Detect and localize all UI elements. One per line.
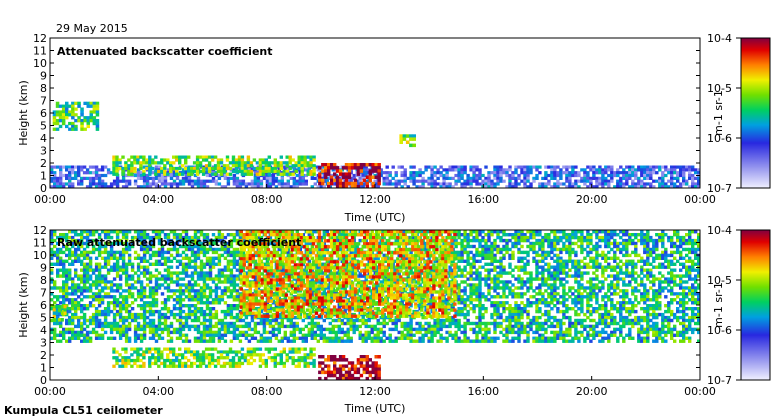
x-tick-label: 00:00 (684, 385, 716, 398)
y-tick-label: 4 (40, 132, 47, 145)
x-tick-label: 16:00 (467, 385, 499, 398)
y-tick-label: 6 (40, 299, 47, 312)
y-tick-label: 0 (40, 182, 47, 195)
panel-2-colorbar-gradient (740, 229, 771, 381)
y-tick-label: 5 (40, 312, 47, 325)
feature-cloud-patch (399, 134, 416, 148)
x-tick-label: 04:00 (142, 193, 174, 206)
feature-elevated-cloud (52, 305, 67, 322)
y-tick-label: 2 (40, 157, 47, 170)
feature-rain (318, 163, 381, 189)
y-tick-label: 9 (40, 70, 47, 83)
feature-rain (318, 355, 381, 381)
panel-1-title: Attenuated backscatter coefficient (57, 45, 273, 58)
panel-2-colorbar-ticks: 10-7 10-6 10-5 10-4 (707, 224, 741, 387)
x-tick-label: 00:00 (684, 193, 716, 206)
panel-2-colorbar-unit: m-1 sr-1 (712, 282, 725, 328)
x-tick-label: 04:00 (142, 385, 174, 398)
x-tick-label: 20:00 (576, 193, 608, 206)
x-tick-label: 00:00 (34, 385, 66, 398)
panel-2-x-label: Time (UTC) (344, 402, 406, 415)
x-tick-label: 08:00 (251, 385, 283, 398)
y-tick-label: 1 (40, 170, 47, 183)
colorbar-tick-label: 10-7 (707, 374, 732, 387)
panel-1-y-label: Height (km) (17, 80, 30, 146)
y-tick-label: 7 (40, 287, 47, 300)
x-tick-label: 08:00 (251, 193, 283, 206)
y-tick-label: 2 (40, 349, 47, 362)
colorbar-tick-label: 10-4 (707, 224, 732, 237)
x-tick-label: 00:00 (34, 193, 66, 206)
y-tick-label: 5 (40, 120, 47, 133)
y-tick-label: 3 (40, 337, 47, 350)
panel-1-data-layer (50, 101, 701, 189)
colorbar-tick-label: 10-5 (707, 274, 732, 287)
y-tick-label: 12 (33, 32, 47, 45)
y-tick-label: 9 (40, 262, 47, 275)
panel-1-x-label: Time (UTC) (344, 211, 406, 224)
y-tick-label: 4 (40, 324, 47, 337)
panel-1-colorbar: 10-7 10-6 10-5 10-4 m-1 sr-1 (707, 32, 771, 195)
panel-2-title: Raw attenuated backscatter coefficient (57, 236, 301, 249)
panel-1-colorbar-gradient (740, 37, 771, 189)
x-tick-label: 12:00 (359, 385, 391, 398)
colorbar-tick-label: 10-4 (707, 32, 732, 45)
y-tick-label: 10 (33, 57, 47, 70)
panel-2-colorbar: 10-7 10-6 10-5 10-4 m-1 sr-1 (707, 224, 771, 387)
x-tick-label: 12:00 (359, 193, 391, 206)
y-tick-label: 10 (33, 249, 47, 262)
y-tick-label: 1 (40, 362, 47, 375)
x-tick-label: 20:00 (576, 385, 608, 398)
panel-1-x-ticks: 00:00 04:00 08:00 12:00 16:00 20:00 00:00 (34, 184, 716, 206)
panel-1-colorbar-unit: m-1 sr-1 (712, 90, 725, 136)
panel-2-data-layer (50, 230, 701, 381)
panel-2-x-ticks: 00:00 04:00 08:00 12:00 16:00 20:00 00:00 (34, 376, 716, 398)
y-tick-label: 3 (40, 145, 47, 158)
y-tick-label: 6 (40, 107, 47, 120)
y-tick-label: 11 (33, 45, 47, 58)
y-tick-label: 11 (33, 237, 47, 250)
y-tick-label: 0 (40, 374, 47, 387)
x-tick-label: 16:00 (467, 193, 499, 206)
feature-elevated-cloud (52, 101, 100, 131)
colorbar-tick-label: 10-7 (707, 182, 732, 195)
colorbar-tick-label: 10-5 (707, 82, 732, 95)
y-tick-label: 8 (40, 274, 47, 287)
instrument-label: Kumpula CL51 ceilometer (4, 404, 163, 417)
feature-noisy-daytime (239, 230, 457, 318)
y-tick-label: 7 (40, 95, 47, 108)
y-tick-label: 8 (40, 82, 47, 95)
date-label: 29 May 2015 (56, 22, 128, 35)
panel-1-colorbar-ticks: 10-7 10-6 10-5 10-4 (707, 32, 741, 195)
colorbar-tick-label: 10-6 (707, 132, 732, 145)
feature-cloud-layer (112, 155, 316, 176)
panel-2-y-label: Height (km) (17, 272, 30, 338)
y-tick-label: 12 (33, 224, 47, 237)
colorbar-tick-label: 10-6 (707, 324, 732, 337)
feature-cloud-layer (112, 347, 316, 368)
